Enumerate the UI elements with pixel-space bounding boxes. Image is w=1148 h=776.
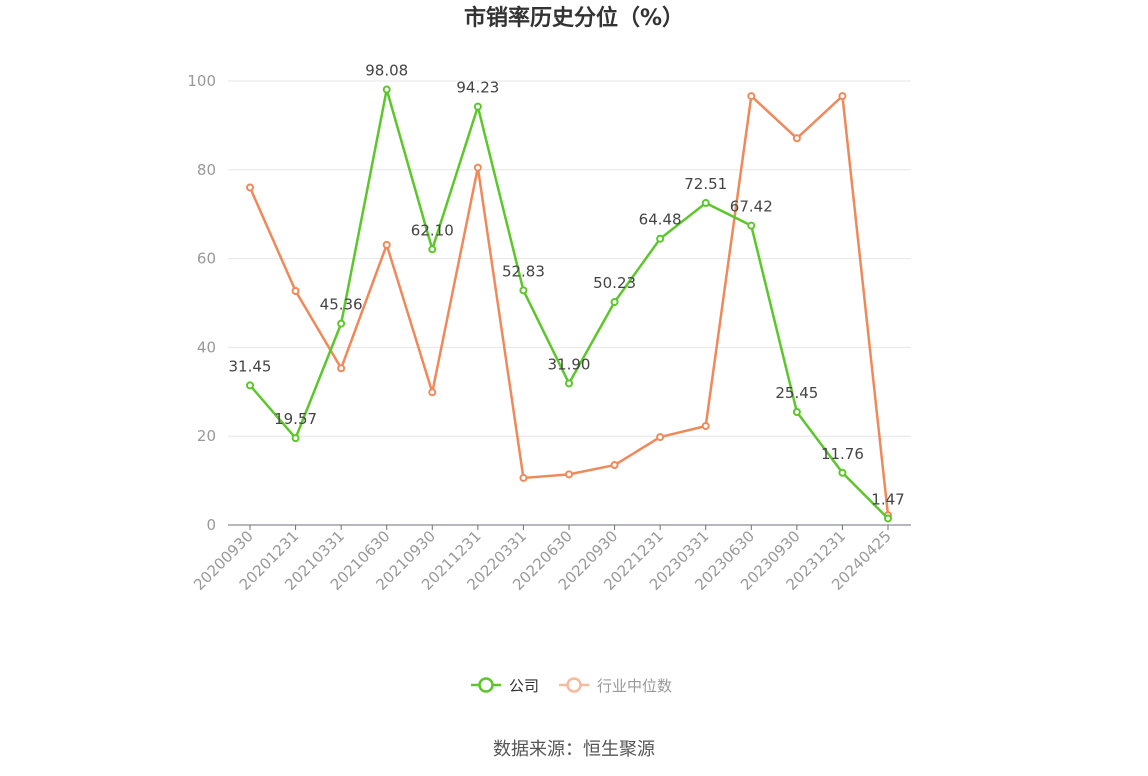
legend-item-0[interactable]: 公司: [471, 677, 539, 695]
data-labels: 31.45 19.57 45.36 98.08 62.10 94.23 52.83 31.90…: [229, 62, 905, 509]
data-label: 72.51: [684, 175, 727, 193]
data-label: 31.45: [229, 357, 272, 375]
data-point-0: [747, 221, 756, 230]
x-axis: 2020093020201231202103312021063020210930…: [190, 524, 911, 594]
data-label: 50.23: [593, 274, 636, 292]
data-point-1: [838, 92, 847, 101]
data-point-0: [610, 297, 619, 306]
data-point-0: [291, 434, 300, 443]
y-tick-label: 40: [197, 338, 216, 356]
data-label: 1.47: [871, 490, 904, 508]
data-point-1: [565, 470, 573, 479]
y-tick-label: 20: [197, 427, 216, 445]
data-point-1: [291, 287, 300, 296]
series-layer: [246, 85, 892, 523]
data-point-1: [519, 473, 528, 482]
grid-lines: [228, 80, 911, 437]
data-label: 94.23: [456, 79, 499, 97]
data-label: 64.48: [639, 211, 682, 229]
data-point-1: [747, 92, 756, 101]
y-tick-label: 0: [206, 516, 216, 534]
data-point-0: [519, 286, 528, 295]
data-point-0: [473, 102, 482, 111]
legend-marker: [566, 677, 582, 693]
data-point-1: [337, 364, 346, 373]
y-tick-label: 80: [197, 161, 216, 179]
data-point-0: [838, 468, 847, 477]
data-point-0: [701, 199, 710, 208]
y-axis-ticks: 0 20 40 60 80 100: [187, 72, 216, 534]
data-point-1: [473, 163, 482, 172]
legend-marker: [478, 677, 494, 693]
data-label: 62.10: [411, 221, 454, 239]
data-label: 45.36: [320, 296, 363, 314]
data-point-1: [428, 388, 437, 397]
data-point-1: [792, 134, 801, 143]
data-point-1: [701, 421, 710, 430]
data-label: 19.57: [274, 410, 317, 428]
data-label: 67.42: [730, 198, 773, 216]
legend-item-1[interactable]: 行业中位数: [559, 677, 672, 695]
y-tick-label: 100: [187, 72, 216, 90]
data-point-1: [382, 240, 391, 249]
data-point-0: [884, 514, 892, 523]
data-point-1: [656, 433, 665, 442]
legend-label: 公司: [509, 677, 539, 695]
chart-title: 市销率历史分位（%）: [464, 5, 684, 31]
data-label: 11.76: [821, 445, 864, 463]
y-tick-label: 60: [197, 250, 216, 268]
data-label: 52.83: [502, 262, 545, 280]
data-point-1: [610, 461, 619, 470]
data-point-0: [792, 408, 801, 417]
data-label: 98.08: [365, 62, 408, 80]
data-point-0: [246, 381, 254, 390]
legend[interactable]: 公司 行业中位数: [471, 677, 672, 695]
data-point-0: [382, 85, 391, 94]
data-point-0: [428, 245, 437, 254]
source-note: 数据来源：恒生聚源: [493, 739, 655, 760]
data-label: 25.45: [775, 384, 818, 402]
data-point-0: [337, 319, 346, 328]
data-point-1: [246, 183, 254, 192]
data-label: 31.90: [548, 355, 591, 373]
data-point-0: [656, 234, 665, 243]
data-point-0: [565, 379, 573, 388]
legend-label: 行业中位数: [597, 677, 672, 695]
